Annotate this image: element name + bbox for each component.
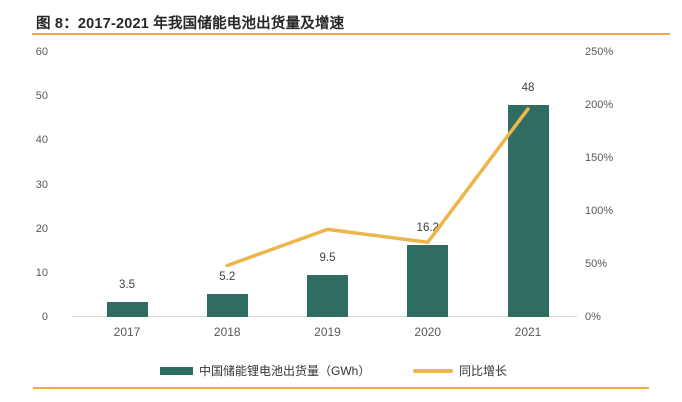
bar-series-label: 中国储能锂电池出货量（GWh） xyxy=(199,364,371,378)
figure-title: 图 8：2017-2021 年我国储能电池出货量及增速 xyxy=(36,16,345,32)
title-underline-rule xyxy=(32,33,670,35)
bar-series-swatch xyxy=(160,367,193,375)
right-axis-tick-label: 0% xyxy=(585,311,601,323)
x-axis-category-label: 2018 xyxy=(213,325,241,339)
left-axis-tick-label: 10 xyxy=(35,266,48,279)
left-axis-tick-label: 30 xyxy=(35,178,48,191)
left-axis-tick-label: 0 xyxy=(41,311,48,323)
bar-value-label: 16.2 xyxy=(416,222,439,235)
right-axis-tick-label: 100% xyxy=(585,205,614,217)
legend-item-bar-series: 中国储能锂电池出货量（GWh） xyxy=(160,362,370,380)
bar-2018 xyxy=(206,294,248,317)
right-axis-tick-label: 50% xyxy=(585,258,608,270)
bar-2017 xyxy=(106,301,148,317)
bar-2019 xyxy=(307,275,348,317)
bar-value-label: 3.5 xyxy=(119,278,135,291)
legend-item-line-series: 同比增长 xyxy=(413,362,507,380)
line-series-swatch xyxy=(413,369,453,373)
bar-value-label: 9.5 xyxy=(319,252,336,265)
x-axis-category-label: 2017 xyxy=(113,325,141,339)
bar-2021 xyxy=(507,105,549,317)
left-axis-tick-label: 20 xyxy=(35,222,48,235)
bar-value-label: 48 xyxy=(521,82,535,94)
left-axis-tick-label: 50 xyxy=(35,90,48,103)
bar-2020 xyxy=(407,245,449,317)
x-axis-category-label: 2021 xyxy=(514,325,542,339)
x-axis-category-label: 2019 xyxy=(314,325,341,339)
line-series-label: 同比增长 xyxy=(459,364,508,378)
x-axis-category-label: 2020 xyxy=(414,325,442,339)
right-axis-tick-label: 250% xyxy=(585,46,614,58)
bar-value-label: 5.2 xyxy=(219,271,236,284)
chart-legend: 中国储能锂电池出货量（GWh） 同比增长 xyxy=(0,360,682,380)
bottom-border-rule xyxy=(33,387,649,389)
left-axis-tick-label: 40 xyxy=(35,134,48,147)
left-axis-tick-label: 60 xyxy=(35,46,48,58)
right-axis-tick-label: 200% xyxy=(585,99,614,111)
right-axis-tick-label: 150% xyxy=(585,152,614,164)
